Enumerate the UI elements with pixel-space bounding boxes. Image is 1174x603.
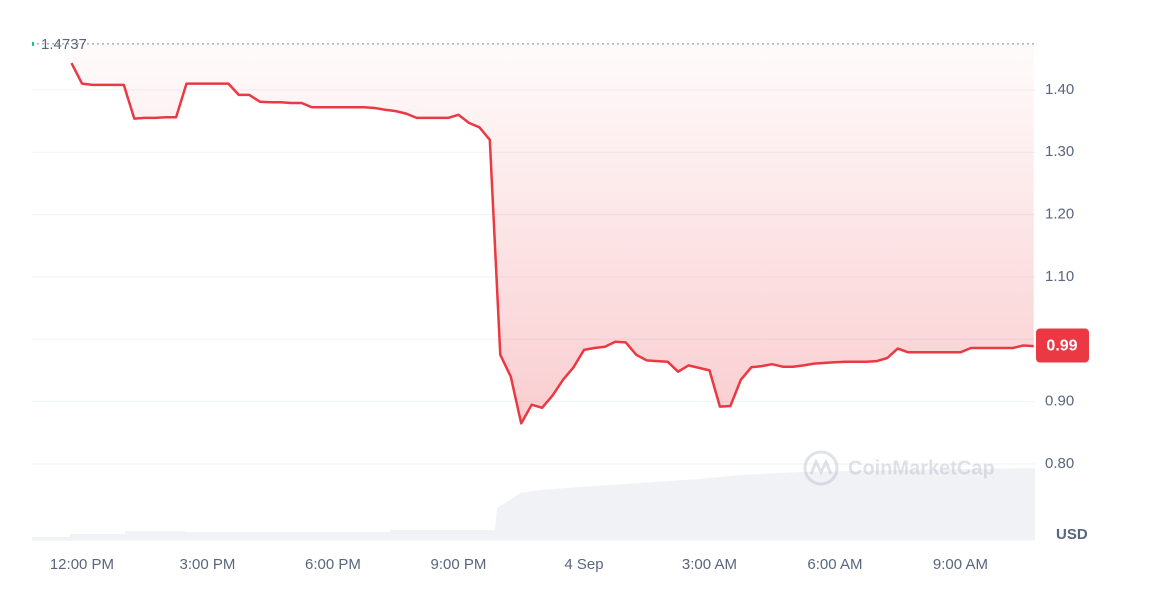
x-tick-label: 6:00 AM [807, 556, 862, 573]
watermark-text: CoinMarketCap [848, 457, 995, 479]
x-tick-label: 9:00 PM [431, 556, 487, 573]
x-tick-label: 9:00 AM [933, 556, 988, 573]
reference-dot [32, 41, 34, 46]
y-tick-label: 0.80 [1045, 455, 1074, 472]
y-tick-label: 1.20 [1045, 206, 1074, 223]
watermark: CoinMarketCap [803, 450, 995, 486]
y-tick-label: 1.40 [1045, 81, 1074, 98]
current-price-badge [1036, 328, 1089, 363]
current-price-label: 0.99 [1046, 338, 1077, 355]
x-tick-label: 12:00 PM [50, 556, 114, 573]
volume-area [32, 468, 1035, 540]
price-line [70, 62, 1034, 425]
x-tick-label: 3:00 PM [180, 556, 236, 573]
x-tick-label: 6:00 PM [305, 556, 361, 573]
y-tick-label: 0.90 [1045, 393, 1074, 410]
y-tick-label: 1.10 [1045, 268, 1074, 285]
y-tick-label: 1.30 [1045, 143, 1074, 160]
x-tick-label: 4 Sep [564, 556, 603, 573]
price-area [71, 43, 1034, 424]
y-axis-label: USD [1056, 526, 1088, 543]
x-tick-label: 3:00 AM [682, 556, 737, 573]
